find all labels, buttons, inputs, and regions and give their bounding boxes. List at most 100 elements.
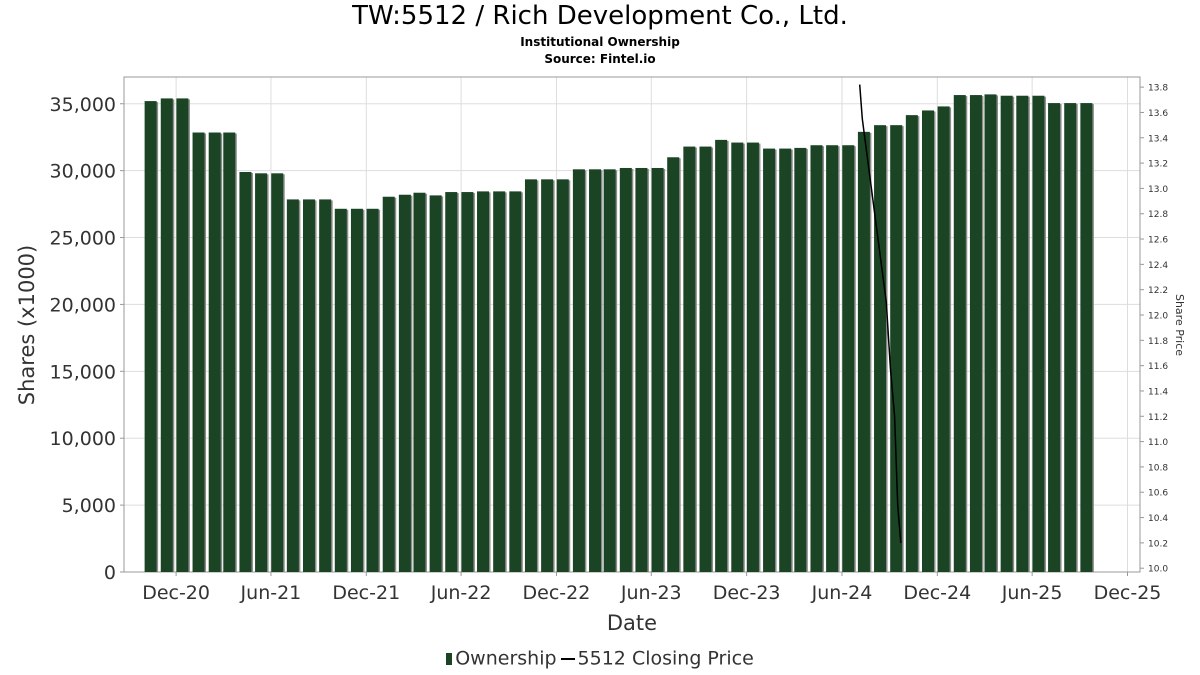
bars bbox=[144, 94, 1094, 573]
bar bbox=[445, 192, 458, 572]
x-tick-label: Jun-24 bbox=[811, 582, 873, 604]
bar bbox=[794, 147, 807, 573]
bar bbox=[874, 125, 887, 572]
axes: 0 5,000 10,000 15,000 20,000 25,000 30,000 35,0… bbox=[50, 84, 1169, 604]
bar bbox=[382, 196, 395, 572]
y-tick-label: 35,000 bbox=[50, 94, 116, 116]
x-tick-label: Jun-23 bbox=[620, 582, 682, 604]
legend-label-price: 5512 Closing Price bbox=[577, 647, 754, 670]
bar bbox=[334, 208, 347, 572]
bar bbox=[603, 169, 616, 573]
bar bbox=[176, 98, 189, 573]
bar bbox=[1000, 95, 1013, 572]
y-tick-label: 25,000 bbox=[50, 228, 116, 250]
y2-tick-label: 10.4 bbox=[1148, 514, 1168, 524]
bar bbox=[1048, 103, 1061, 573]
x-tick-label: Dec-24 bbox=[903, 582, 971, 604]
bar bbox=[1032, 95, 1045, 572]
bar bbox=[1064, 103, 1077, 573]
chart-area: 0 5,000 10,000 15,000 20,000 25,000 30,000 35,0… bbox=[15, 76, 1186, 635]
x-tick-label: Dec-21 bbox=[332, 582, 400, 604]
legend-line-price bbox=[560, 657, 575, 660]
y2-tick-label: 12.8 bbox=[1148, 210, 1168, 220]
bar bbox=[826, 145, 839, 572]
bar bbox=[286, 199, 299, 572]
bar bbox=[509, 191, 522, 572]
y2-tick-label: 13.6 bbox=[1148, 109, 1168, 119]
bar bbox=[731, 142, 744, 572]
bar bbox=[1016, 95, 1029, 572]
bar bbox=[413, 192, 426, 573]
y-tick-label: 20,000 bbox=[50, 294, 116, 316]
y2-tick-label: 11.2 bbox=[1148, 413, 1168, 423]
y2-tick-label: 11.4 bbox=[1148, 387, 1168, 397]
bar bbox=[651, 167, 664, 573]
bar bbox=[477, 191, 490, 572]
x-tick-label: Jun-25 bbox=[1001, 582, 1063, 604]
bar bbox=[271, 173, 284, 572]
bar bbox=[524, 179, 537, 572]
bar bbox=[619, 167, 632, 573]
bar bbox=[667, 157, 680, 572]
y2-tick-label: 12.2 bbox=[1148, 286, 1168, 296]
bar bbox=[572, 169, 585, 573]
y2-tick-label: 11.0 bbox=[1148, 438, 1168, 448]
y2-tick-label: 12.6 bbox=[1148, 236, 1168, 246]
y2-tick-label: 13.4 bbox=[1148, 134, 1168, 144]
bar bbox=[683, 146, 696, 572]
bar bbox=[969, 95, 982, 572]
bar bbox=[541, 179, 554, 572]
chart-subtitle: Institutional Ownership bbox=[520, 35, 680, 49]
bar bbox=[303, 199, 316, 572]
bar bbox=[319, 199, 332, 572]
y-tick-label: 30,000 bbox=[50, 161, 116, 183]
bar bbox=[842, 145, 855, 572]
bar bbox=[239, 171, 252, 572]
y2-tick-label: 10.8 bbox=[1148, 463, 1168, 473]
bar bbox=[905, 115, 918, 572]
y2-tick-label: 10.0 bbox=[1148, 565, 1168, 575]
bar bbox=[366, 208, 379, 572]
bar bbox=[984, 94, 997, 572]
x-tick-label: Dec-20 bbox=[142, 582, 210, 604]
y2-tick-label: 13.2 bbox=[1148, 160, 1168, 170]
x-tick-label: Jun-21 bbox=[240, 582, 302, 604]
bar bbox=[255, 173, 268, 572]
bar bbox=[921, 110, 934, 572]
bar bbox=[810, 145, 823, 572]
y2-tick-label: 11.6 bbox=[1148, 362, 1168, 372]
bar bbox=[953, 95, 966, 572]
chart-title: TW:5512 / Rich Development Co., Ltd. bbox=[352, 1, 848, 31]
bar bbox=[937, 106, 950, 572]
legend: Ownership 5512 Closing Price bbox=[0, 647, 1200, 670]
bar bbox=[160, 98, 173, 573]
price-series-line bbox=[858, 84, 902, 543]
bar bbox=[857, 131, 870, 572]
y-tick-label: 0 bbox=[104, 562, 116, 584]
bar bbox=[763, 148, 776, 572]
bar bbox=[208, 132, 221, 572]
bar bbox=[398, 194, 411, 572]
x-tick-label: Jun-22 bbox=[430, 582, 492, 604]
bar bbox=[699, 146, 712, 572]
chart-source: Source: Fintel.io bbox=[544, 52, 656, 66]
bar bbox=[493, 191, 506, 572]
bar bbox=[144, 101, 157, 572]
legend-swatch-ownership bbox=[446, 652, 453, 665]
x-tick-label: Dec-25 bbox=[1094, 582, 1162, 604]
y2-tick-label: 11.8 bbox=[1148, 337, 1168, 347]
y2-tick-label: 12.4 bbox=[1148, 261, 1168, 271]
y2-tick-label: 13.0 bbox=[1148, 185, 1168, 195]
bar bbox=[461, 192, 474, 572]
legend-label-ownership: Ownership bbox=[455, 647, 557, 670]
bar bbox=[556, 179, 569, 572]
y2-tick-label: 13.8 bbox=[1148, 84, 1168, 94]
y-tick-label: 5,000 bbox=[62, 495, 116, 517]
bar bbox=[589, 169, 602, 573]
x-tick-label: Dec-23 bbox=[713, 582, 781, 604]
y2-tick-label: 12.0 bbox=[1148, 312, 1168, 322]
x-axis-label: Date bbox=[607, 611, 657, 635]
y-tick-label: 10,000 bbox=[50, 428, 116, 450]
x-tick-label: Dec-22 bbox=[523, 582, 591, 604]
bar bbox=[715, 139, 728, 573]
